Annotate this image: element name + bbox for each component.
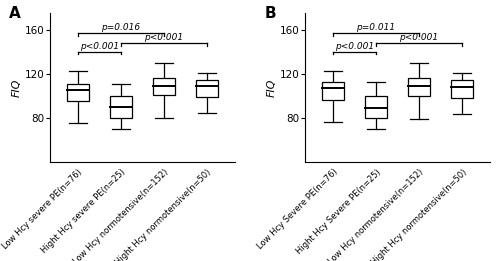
Text: B: B	[264, 6, 276, 21]
Text: p<0.001: p<0.001	[144, 33, 184, 42]
Y-axis label: FIQ: FIQ	[12, 78, 22, 97]
Text: p=0.011: p=0.011	[356, 23, 396, 32]
Text: p<0.001: p<0.001	[335, 42, 374, 51]
Bar	[196, 80, 218, 97]
Bar	[110, 96, 132, 118]
Bar	[153, 78, 174, 94]
Text: p<0.001: p<0.001	[80, 42, 119, 51]
Text: p<0.001: p<0.001	[400, 33, 438, 42]
Bar	[408, 78, 430, 96]
Text: p=0.016: p=0.016	[102, 23, 140, 32]
Bar	[67, 84, 88, 101]
Bar	[452, 80, 473, 98]
Text: A: A	[10, 6, 21, 21]
Bar	[322, 82, 344, 100]
Bar	[366, 96, 387, 118]
Y-axis label: FIQ: FIQ	[267, 78, 277, 97]
